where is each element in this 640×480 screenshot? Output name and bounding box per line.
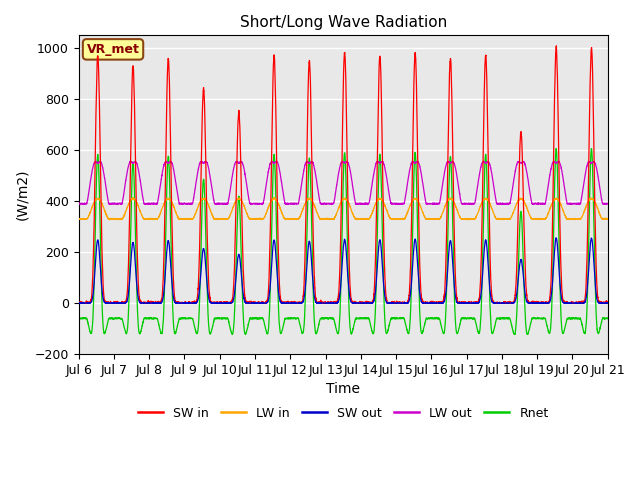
Legend: SW in, LW in, SW out, LW out, Rnet: SW in, LW in, SW out, LW out, Rnet <box>132 402 554 425</box>
Y-axis label: (W/m2): (W/m2) <box>15 169 29 220</box>
X-axis label: Time: Time <box>326 383 360 396</box>
Text: VR_met: VR_met <box>86 43 140 56</box>
Title: Short/Long Wave Radiation: Short/Long Wave Radiation <box>239 15 447 30</box>
